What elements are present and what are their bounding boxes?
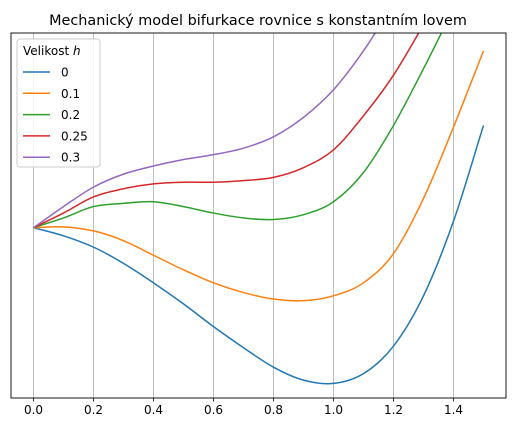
x-tick-label: 1.2 <box>384 403 403 417</box>
series-group <box>33 33 485 385</box>
series-line-0.1 <box>33 50 485 302</box>
series-line-0 <box>33 125 485 385</box>
series-line-0.25 <box>33 33 420 229</box>
legend-label: 0.2 <box>61 108 80 122</box>
x-tick-label: 1.0 <box>324 403 343 417</box>
legend-label: 0.3 <box>61 151 80 165</box>
legend-title: Velikost h <box>23 44 81 58</box>
legend-label: 0 <box>61 66 69 80</box>
x-axis: 0.0 0.2 0.4 0.6 0.8 1.0 1.2 1.4 <box>24 398 463 417</box>
x-tick-label: 0.0 <box>24 403 43 417</box>
x-tick-label: 0.6 <box>204 403 223 417</box>
series-line-0.2 <box>33 33 443 229</box>
series-line-0.3 <box>33 33 377 229</box>
legend-box <box>16 38 101 168</box>
legend: Velikost h 0 0.1 0.2 0.25 0.3 <box>16 38 101 168</box>
chart-title: Mechanický model bifurkace rovnice s kon… <box>49 13 467 29</box>
x-tick-label: 0.8 <box>264 403 283 417</box>
x-tick-label: 0.4 <box>144 403 163 417</box>
legend-label: 0.1 <box>61 87 80 101</box>
x-tick-label: 1.4 <box>444 403 463 417</box>
legend-label: 0.25 <box>61 129 88 143</box>
x-tick-label: 0.2 <box>84 403 103 417</box>
plot-frame <box>10 32 507 399</box>
